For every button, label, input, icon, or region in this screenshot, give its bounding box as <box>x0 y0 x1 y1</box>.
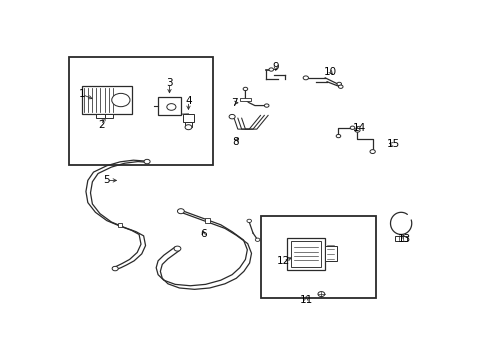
Text: 8: 8 <box>233 136 239 147</box>
Bar <box>287 238 325 270</box>
Text: 5: 5 <box>103 175 110 185</box>
Text: 3: 3 <box>166 78 173 89</box>
Circle shape <box>185 125 192 130</box>
Text: 9: 9 <box>272 62 279 72</box>
Bar <box>205 218 210 223</box>
Circle shape <box>247 219 251 222</box>
Circle shape <box>265 104 269 107</box>
Circle shape <box>350 126 355 129</box>
Bar <box>240 98 251 102</box>
Bar <box>291 241 321 267</box>
Bar <box>82 86 131 114</box>
Bar <box>261 216 376 298</box>
Circle shape <box>336 134 341 138</box>
Text: 13: 13 <box>398 234 412 244</box>
Text: 11: 11 <box>299 296 313 305</box>
Text: 12: 12 <box>277 256 290 266</box>
Circle shape <box>174 246 181 251</box>
Circle shape <box>370 150 375 153</box>
Circle shape <box>243 87 248 91</box>
Circle shape <box>255 238 260 242</box>
Bar <box>185 122 192 127</box>
Circle shape <box>337 82 342 86</box>
Bar <box>69 57 213 165</box>
Bar <box>158 96 181 114</box>
Circle shape <box>269 68 273 71</box>
Circle shape <box>144 159 150 164</box>
Circle shape <box>112 266 118 271</box>
Bar <box>96 114 104 118</box>
Circle shape <box>167 104 176 110</box>
Bar <box>325 246 337 261</box>
Circle shape <box>339 85 343 89</box>
Text: 15: 15 <box>387 139 400 149</box>
Circle shape <box>229 114 235 119</box>
Circle shape <box>177 209 184 214</box>
Bar <box>395 236 407 242</box>
Text: 10: 10 <box>324 67 338 77</box>
Bar <box>118 222 122 227</box>
Bar <box>183 114 194 122</box>
Text: 14: 14 <box>353 123 366 133</box>
Text: 6: 6 <box>200 229 207 239</box>
Circle shape <box>355 128 360 132</box>
Text: 1: 1 <box>79 90 85 99</box>
Text: 7: 7 <box>231 98 237 108</box>
Circle shape <box>112 93 130 107</box>
Text: 2: 2 <box>98 120 104 130</box>
Circle shape <box>318 292 325 297</box>
Text: 4: 4 <box>185 96 192 107</box>
Bar <box>105 114 113 118</box>
Circle shape <box>303 76 309 80</box>
